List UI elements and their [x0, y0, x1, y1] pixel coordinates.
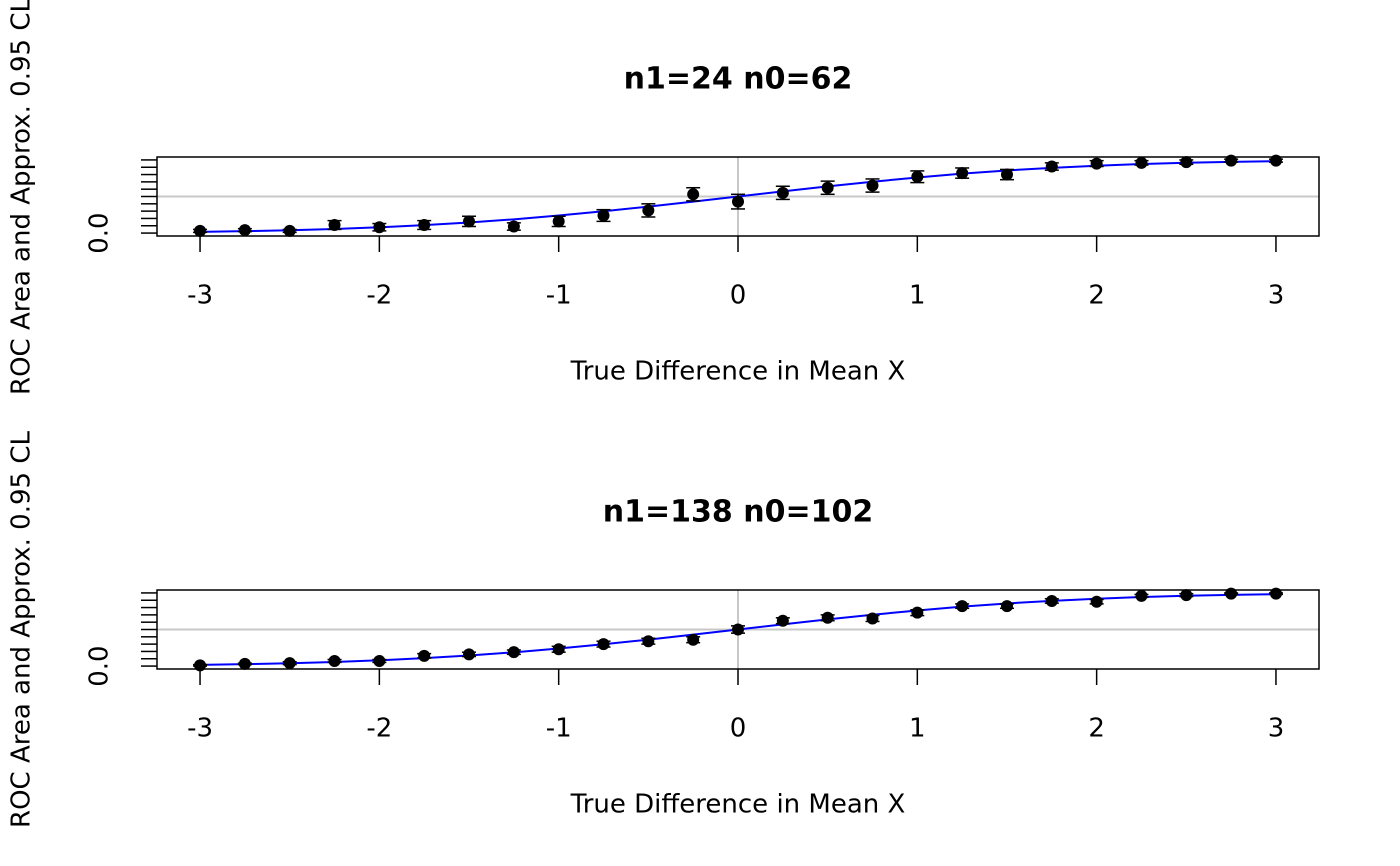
y-axis-title: ROC Area and Approx. 0.95 CL [7, 431, 37, 828]
plot-frame [156, 156, 1320, 237]
x-tick-label: -3 [187, 714, 213, 744]
point [597, 638, 610, 651]
point [687, 633, 700, 646]
x-tick-label: -1 [546, 714, 572, 744]
y-axis-title: ROC Area and Approx. 0.95 CL [7, 0, 37, 395]
point [373, 654, 386, 667]
point [821, 611, 834, 624]
point [1045, 160, 1058, 173]
point [956, 167, 969, 180]
point [911, 606, 924, 619]
x-tick-label: 1 [909, 281, 926, 311]
point [1135, 589, 1148, 602]
point [776, 614, 789, 627]
point [821, 181, 834, 194]
point [956, 600, 969, 613]
point [732, 623, 744, 636]
point [866, 612, 879, 625]
point [1180, 156, 1193, 169]
point [552, 215, 565, 228]
chart-title: n1=138 n0=102 [603, 495, 873, 530]
x-tick-label: -2 [366, 714, 392, 744]
point [463, 648, 476, 661]
x-tick-label: 0 [730, 714, 747, 744]
point [642, 204, 655, 217]
plot-frame [156, 589, 1320, 670]
x-axis-title: True Difference in Mean X [570, 357, 906, 387]
x-tick-label: -2 [366, 281, 392, 311]
point [866, 179, 879, 192]
point [642, 635, 655, 648]
x-tick-label: 3 [1268, 714, 1285, 744]
point [238, 657, 251, 670]
x-tick-label: 2 [1088, 281, 1105, 311]
point [1090, 595, 1103, 608]
point [552, 643, 565, 656]
y-tick-label: 0.0 [85, 212, 115, 253]
point [1135, 156, 1148, 169]
point [776, 186, 789, 199]
point [1180, 589, 1193, 602]
point [597, 209, 610, 222]
point [328, 654, 341, 667]
point [238, 224, 251, 237]
point [507, 220, 520, 233]
chart-title: n1=24 n0=62 [624, 62, 853, 97]
point [373, 221, 386, 234]
point [687, 188, 700, 201]
point [463, 215, 476, 228]
x-tick-label: 2 [1088, 714, 1105, 744]
point [1000, 600, 1013, 613]
x-tick-label: 3 [1268, 281, 1285, 311]
x-tick-label: 0 [730, 281, 747, 311]
point [418, 649, 431, 662]
point [1090, 157, 1103, 170]
point [1000, 168, 1013, 181]
y-tick-label: 0.0 [85, 645, 115, 686]
point [283, 224, 296, 237]
point [507, 646, 520, 659]
point [328, 219, 341, 232]
point [911, 170, 924, 183]
point [1045, 594, 1058, 607]
x-tick-label: 1 [909, 714, 926, 744]
x-axis-title: True Difference in Mean X [570, 790, 906, 820]
x-tick-label: -3 [187, 281, 213, 311]
x-tick-label: -1 [546, 281, 572, 311]
point [194, 224, 207, 237]
point [283, 657, 296, 670]
point [418, 219, 431, 232]
point [732, 195, 744, 208]
